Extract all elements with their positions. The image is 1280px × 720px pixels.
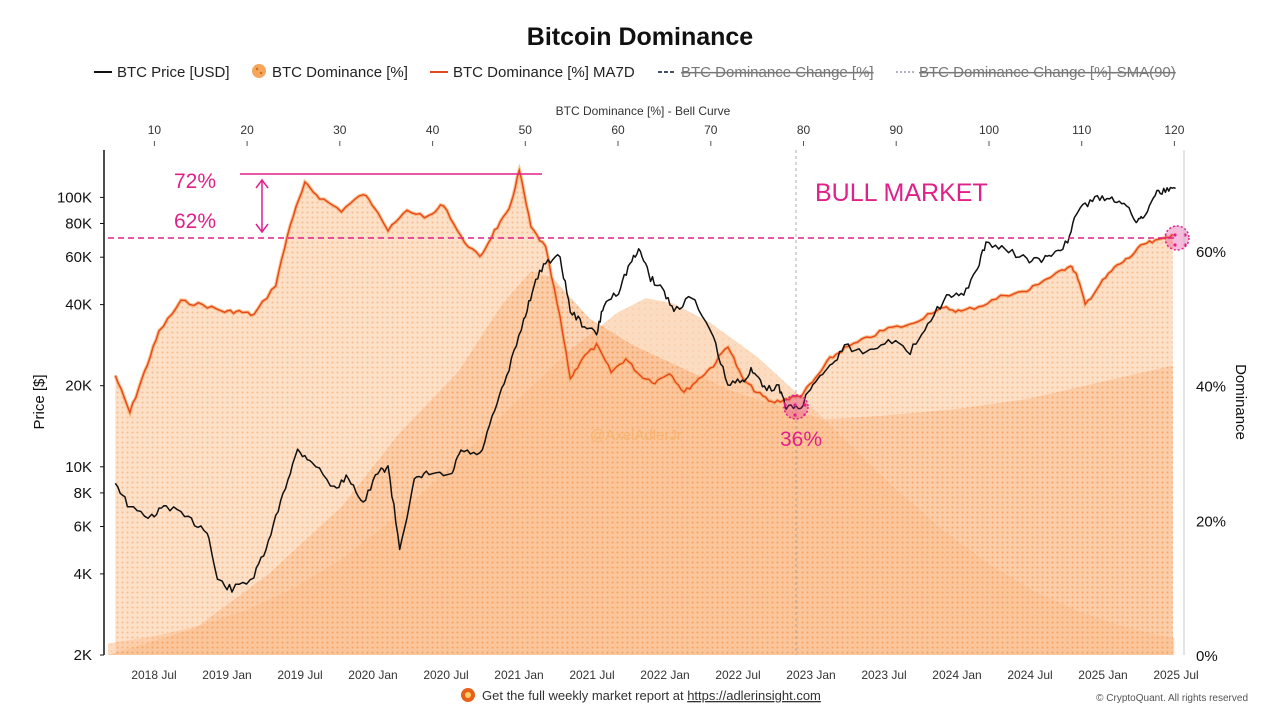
- left-tick-label: 4K: [74, 566, 92, 583]
- legend[interactable]: BTC Price [USD] BTC Dominance [%] BTC Do…: [94, 64, 1176, 81]
- bottom-axis-ticks: 2018 Jul 2019 Jan 2019 Jul 2020 Jan 2020 Jul…: [131, 668, 1198, 682]
- left-tick-label: 2K: [74, 647, 92, 664]
- price-line-layer: [114, 186, 1176, 593]
- left-tick-label: 6K: [74, 519, 92, 536]
- legend-item-btc-price[interactable]: BTC Price [USD]: [94, 64, 230, 81]
- left-tick-label: 8K: [74, 485, 92, 502]
- right-tick-label: 0%: [1196, 648, 1218, 665]
- left-tick-label: 10K: [65, 459, 92, 476]
- top-tick-label: 100: [979, 123, 999, 137]
- legend-item-btc-dominance-ma7d[interactable]: BTC Dominance [%] MA7D: [430, 64, 635, 81]
- left-axis-ticks: 100K 80K 60K 40K 20K 10K 8K 6K 4K 2K: [57, 189, 104, 664]
- ma7d-line: [114, 167, 1174, 415]
- footer-link[interactable]: https://adlerinsight.com: [687, 688, 821, 703]
- legend-item-btc-dominance[interactable]: BTC Dominance [%]: [252, 64, 408, 81]
- top-tick-label: 80: [797, 123, 811, 137]
- top-tick-label: 50: [519, 123, 533, 137]
- annotation-36: 36%: [780, 428, 822, 451]
- right-tick-label: 40%: [1196, 379, 1226, 396]
- left-tick-label: 40K: [65, 297, 92, 314]
- ma7d-line-layer: [114, 167, 1174, 415]
- top-tick-label: 90: [890, 123, 904, 137]
- dominance-area: [113, 163, 1174, 655]
- top-tick-label: 10: [148, 123, 162, 137]
- left-tick-label: 80K: [65, 216, 92, 233]
- report-icon-core: [465, 692, 471, 698]
- left-tick-label: 60K: [65, 249, 92, 266]
- right-tick-label: 60%: [1196, 244, 1226, 261]
- left-tick-label: 20K: [65, 378, 92, 395]
- legend-label-btc-dominance-ma7d: BTC Dominance [%] MA7D: [453, 64, 635, 81]
- right-tick-label: 20%: [1196, 513, 1226, 530]
- copyright: © CryptoQuant. All rights reserved: [1096, 693, 1248, 704]
- bottom-tick-label: 2021 Jul: [569, 668, 614, 682]
- bottom-tick-label: 2020 Jul: [423, 668, 468, 682]
- top-tick-label: 120: [1164, 123, 1184, 137]
- bottom-tick-label: 2018 Jul: [131, 668, 176, 682]
- legend-label-dominance-change: BTC Dominance Change [%]: [681, 64, 874, 81]
- bottom-tick-label: 2025 Jan: [1078, 668, 1127, 682]
- bottom-tick-label: 2024 Jan: [932, 668, 981, 682]
- current-marker-fill: [1165, 226, 1189, 250]
- annotation-62: 62%: [174, 210, 216, 233]
- top-tick-label: 110: [1072, 123, 1091, 137]
- range-arrow-head-down: [255, 223, 269, 234]
- low-marker-fill: [784, 395, 808, 419]
- current-marker: [1164, 225, 1190, 251]
- right-axis-title: Dominance: [1232, 364, 1249, 440]
- range-arrow-head-up: [255, 178, 269, 189]
- watermark: @AxelAdlerJr: [590, 427, 682, 444]
- bottom-tick-label: 2023 Jan: [786, 668, 835, 682]
- legend-label-dominance-change-sma: BTC Dominance Change [%]-SMA(90): [919, 64, 1176, 81]
- top-tick-label: 40: [426, 123, 440, 137]
- legend-item-dominance-change-sma[interactable]: BTC Dominance Change [%]-SMA(90): [896, 64, 1176, 81]
- bottom-tick-label: 2020 Jan: [348, 668, 397, 682]
- bull-market-label: BULL MARKET: [815, 179, 988, 207]
- top-tick-label: 60: [611, 123, 625, 137]
- dominance-pattern: [115, 170, 1173, 655]
- right-axis-ticks: 60% 40% 20% 0%: [1196, 244, 1226, 665]
- bottom-tick-label: 2022 Jan: [640, 668, 689, 682]
- top-tick-label: 30: [333, 123, 347, 137]
- top-tick-label: 20: [240, 123, 254, 137]
- legend-label-btc-dominance: BTC Dominance [%]: [272, 64, 408, 81]
- left-axis-title: Price [$]: [31, 374, 48, 429]
- bottom-tick-label: 2021 Jan: [494, 668, 543, 682]
- bottom-tick-label: 2022 Jul: [715, 668, 760, 682]
- legend-label-btc-price: BTC Price [USD]: [117, 64, 230, 81]
- legend-item-dominance-change[interactable]: BTC Dominance Change [%]: [658, 64, 874, 81]
- left-tick-label: 100K: [57, 189, 92, 206]
- top-tick-label: 70: [704, 123, 718, 137]
- price-line: [114, 186, 1176, 593]
- top-axis-title: BTC Dominance [%] - Bell Curve: [556, 104, 731, 118]
- bottom-tick-label: 2019 Jul: [277, 668, 322, 682]
- bottom-tick-label: 2023 Jul: [861, 668, 906, 682]
- low-marker: [783, 394, 809, 420]
- footer-text: Get the full weekly market report at htt…: [482, 688, 821, 703]
- bottom-tick-label: 2024 Jul: [1007, 668, 1052, 682]
- bottom-tick-label: 2019 Jan: [202, 668, 251, 682]
- footer: Get the full weekly market report at htt…: [461, 688, 1248, 704]
- chart-title: Bitcoin Dominance: [527, 23, 754, 51]
- top-axis-ticks: 10 20 30 40 50 60 70 80 90 100 110 120: [148, 123, 1185, 146]
- annotation-72: 72%: [174, 170, 216, 193]
- bottom-tick-label: 2025 Jul: [1153, 668, 1198, 682]
